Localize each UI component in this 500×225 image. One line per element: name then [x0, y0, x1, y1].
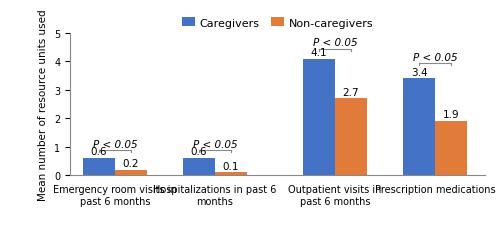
Legend: Caregivers, Non-caregivers: Caregivers, Non-caregivers: [178, 14, 378, 33]
Text: P < 0.05: P < 0.05: [312, 38, 358, 48]
Bar: [115, 170, 147, 176]
Text: 0.2: 0.2: [123, 158, 139, 168]
Bar: [403, 79, 435, 176]
Text: 1.9: 1.9: [442, 110, 460, 120]
Text: 0.6: 0.6: [191, 147, 208, 157]
Text: 0.6: 0.6: [91, 147, 107, 157]
Text: 0.1: 0.1: [222, 161, 239, 171]
Text: P < 0.05: P < 0.05: [412, 52, 458, 62]
Text: 2.7: 2.7: [342, 87, 359, 97]
Bar: [303, 59, 335, 176]
Text: P < 0.05: P < 0.05: [192, 140, 238, 149]
Bar: [215, 173, 247, 176]
Bar: [83, 158, 115, 176]
Text: P < 0.05: P < 0.05: [92, 140, 138, 149]
Text: 4.1: 4.1: [310, 48, 328, 58]
Bar: [435, 122, 467, 176]
Y-axis label: Mean number of resource units used: Mean number of resource units used: [38, 9, 48, 200]
Bar: [335, 99, 367, 176]
Text: 3.4: 3.4: [410, 68, 428, 77]
Bar: [183, 158, 215, 176]
